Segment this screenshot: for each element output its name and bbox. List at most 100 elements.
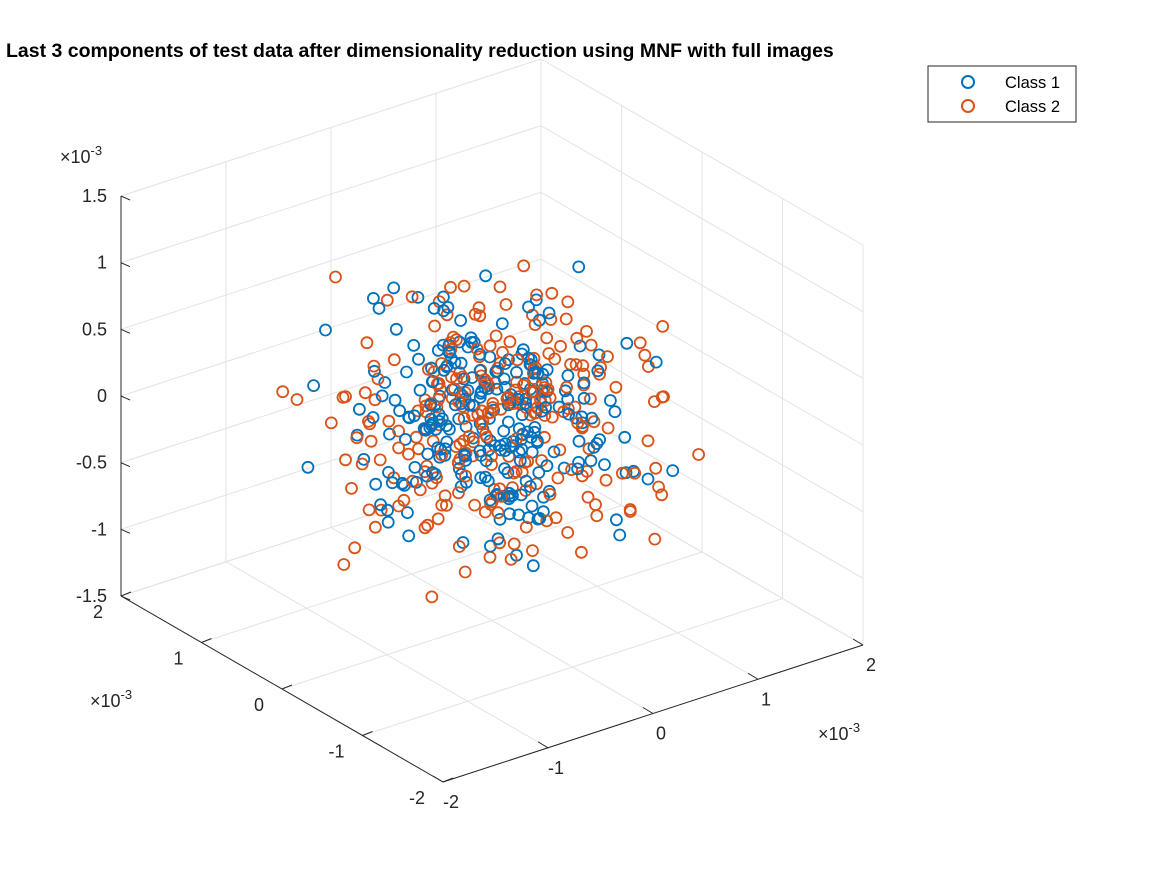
data-point-class1 bbox=[528, 420, 542, 434]
data-point-class2 bbox=[527, 351, 541, 365]
data-point-class1 bbox=[400, 365, 413, 379]
data-point-class2 bbox=[413, 483, 427, 497]
data-point-class1 bbox=[437, 304, 451, 318]
data-point-class1 bbox=[618, 430, 632, 444]
z-tick-label: -1 bbox=[91, 519, 107, 539]
data-point-class1 bbox=[591, 364, 605, 378]
legend-item-class1[interactable]: Class 1 bbox=[961, 74, 1060, 92]
data-point-class2 bbox=[468, 498, 482, 512]
data-point-class1 bbox=[493, 513, 507, 526]
data-point-class1 bbox=[572, 260, 586, 274]
x-tick-label: 2 bbox=[866, 655, 876, 675]
data-point-class2 bbox=[545, 286, 559, 300]
data-point-class2 bbox=[439, 498, 453, 512]
data-point-class2 bbox=[581, 490, 595, 504]
z-tick-mark bbox=[120, 462, 131, 468]
data-point-class1 bbox=[533, 313, 546, 327]
data-point-class1 bbox=[421, 447, 435, 461]
data-point-class1 bbox=[510, 365, 523, 379]
data-points bbox=[276, 259, 705, 604]
data-point-class2 bbox=[428, 319, 442, 333]
data-point-class1 bbox=[514, 488, 528, 502]
data-point-class1 bbox=[525, 499, 539, 513]
data-point-class2 bbox=[453, 437, 467, 451]
data-point-class1 bbox=[501, 415, 515, 429]
data-point-class1 bbox=[572, 434, 586, 448]
data-point-class2 bbox=[530, 401, 544, 415]
y-tick-mark bbox=[120, 591, 132, 597]
legend-item-class2[interactable]: Class 2 bbox=[961, 98, 1060, 116]
data-point-class1 bbox=[412, 352, 425, 366]
legend-marker-class2 bbox=[961, 99, 975, 113]
x-tick-label: 0 bbox=[656, 724, 666, 744]
data-point-class2 bbox=[524, 408, 537, 422]
floor-grid-y bbox=[281, 551, 703, 690]
legend[interactable]: Class 1 Class 2 bbox=[927, 65, 1077, 123]
data-point-class2 bbox=[571, 416, 585, 430]
data-point-class1 bbox=[501, 466, 515, 480]
data-point-class2 bbox=[507, 537, 521, 551]
data-point-class2 bbox=[545, 410, 559, 424]
data-point-class2 bbox=[452, 540, 466, 553]
data-point-class2 bbox=[652, 480, 665, 494]
data-point-class1 bbox=[531, 436, 544, 449]
data-point-class1 bbox=[577, 391, 591, 405]
data-point-class2 bbox=[594, 360, 607, 374]
z-tick-label: -1.5 bbox=[76, 586, 107, 606]
data-point-class2 bbox=[425, 590, 439, 604]
x-tick-mark bbox=[642, 707, 654, 714]
z-tick-label: 1.5 bbox=[82, 186, 107, 206]
data-point-class1 bbox=[452, 412, 466, 426]
data-point-class1 bbox=[387, 281, 401, 295]
data-point-class1 bbox=[454, 397, 468, 411]
data-point-class1 bbox=[448, 356, 462, 370]
data-point-class2 bbox=[543, 487, 557, 501]
data-point-class1 bbox=[571, 462, 584, 476]
data-point-class1 bbox=[301, 460, 315, 474]
data-point-class2 bbox=[380, 293, 394, 307]
data-point-class1 bbox=[557, 461, 571, 475]
data-point-class1 bbox=[442, 345, 456, 359]
z-exponent-label: ×10-3 bbox=[60, 143, 102, 167]
legend-label-class1: Class 1 bbox=[1005, 74, 1060, 92]
data-point-class2 bbox=[657, 390, 670, 404]
data-point-class1 bbox=[529, 293, 543, 307]
data-point-class2 bbox=[499, 298, 513, 311]
data-point-class1 bbox=[426, 466, 439, 479]
z-tick-label: -0.5 bbox=[76, 453, 107, 473]
data-point-class2 bbox=[517, 259, 531, 273]
data-point-class1 bbox=[307, 379, 321, 393]
data-point-class2 bbox=[350, 431, 364, 445]
y-tick-label: 0 bbox=[254, 695, 264, 715]
z-tick-label: 0 bbox=[97, 386, 107, 406]
data-point-class1 bbox=[536, 367, 550, 381]
data-point-class1 bbox=[378, 376, 392, 389]
z-tick-mark bbox=[120, 328, 131, 334]
x-tick-mark bbox=[852, 638, 864, 646]
legend-marker-class1 bbox=[961, 75, 975, 89]
data-point-class1 bbox=[427, 301, 441, 315]
data-point-class1 bbox=[542, 306, 556, 320]
data-point-class1 bbox=[489, 365, 503, 378]
data-point-class1 bbox=[372, 301, 386, 315]
data-point-class1 bbox=[547, 445, 561, 459]
data-point-class2 bbox=[392, 441, 406, 455]
y-tick-label: 2 bbox=[93, 602, 103, 622]
data-point-class1 bbox=[352, 402, 366, 416]
data-point-class2 bbox=[569, 358, 583, 372]
data-point-class1 bbox=[573, 339, 587, 353]
data-point-class2 bbox=[478, 373, 492, 387]
data-point-class2 bbox=[470, 342, 484, 356]
data-point-class2 bbox=[392, 424, 406, 438]
data-point-class1 bbox=[490, 382, 504, 396]
data-point-class2 bbox=[641, 434, 655, 448]
data-point-class2 bbox=[382, 414, 396, 428]
data-point-class1 bbox=[474, 471, 488, 485]
data-point-class1 bbox=[424, 398, 438, 412]
data-point-class1 bbox=[442, 422, 456, 436]
data-point-class1 bbox=[382, 465, 395, 479]
data-point-class1 bbox=[413, 383, 427, 397]
data-point-class1 bbox=[531, 512, 545, 526]
data-point-class1 bbox=[532, 466, 546, 479]
data-point-class2 bbox=[575, 545, 588, 559]
